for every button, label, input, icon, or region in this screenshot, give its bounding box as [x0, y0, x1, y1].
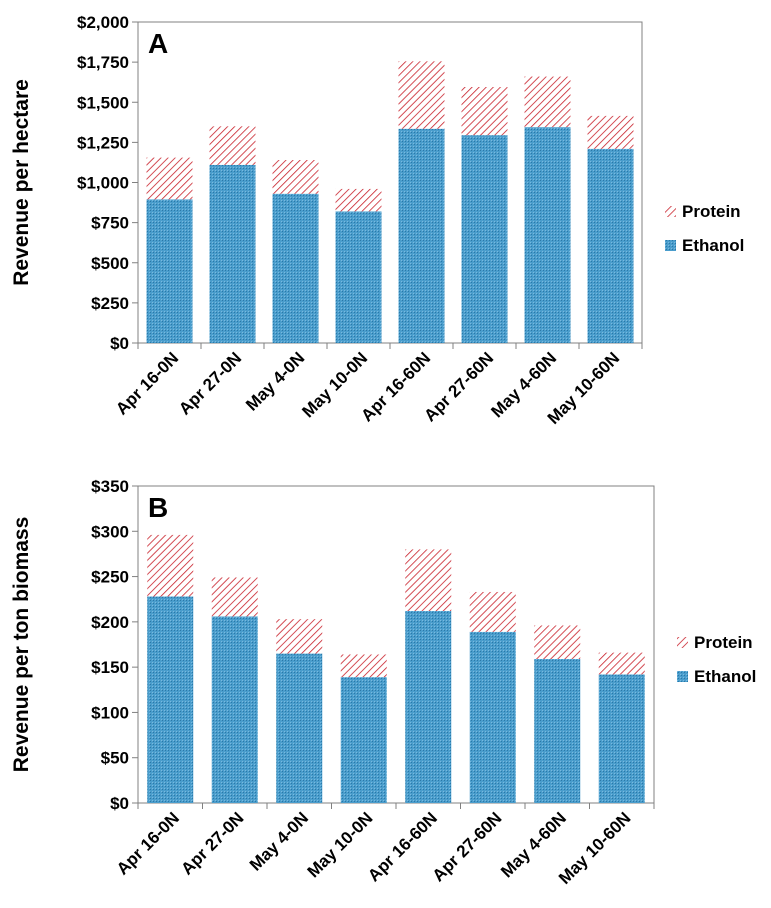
chart-a-y-tick-label: $1,250: [77, 133, 129, 152]
chart-b-legend-label-protein: Protein: [694, 633, 753, 652]
chart-b-bar-ethanol-may-4-60n: [534, 658, 581, 803]
chart-a-bar-ethanol-apr-16-0n: [146, 199, 193, 343]
chart-a-legend-label-protein: Protein: [682, 202, 741, 221]
chart-b-bar-ethanol-may-10-0n: [340, 677, 387, 803]
chart-b-x-tick-label: Apr 27-60N: [429, 808, 506, 885]
chart-a-x-tick-label: Apr 27-0N: [175, 348, 245, 418]
chart-a-x-tick-label: Apr 16-0N: [112, 348, 182, 418]
chart-b-bar-protein-apr-27-0n: [211, 577, 258, 617]
chart-a-bar-ethanol-apr-27-60n: [461, 135, 508, 343]
chart-b-bar-protein-may-4-60n: [534, 625, 581, 659]
chart-b-y-tick-label: $150: [91, 658, 129, 677]
chart-b-bar-protein-apr-16-0n: [147, 534, 194, 597]
chart-b-bar-ethanol-apr-27-0n: [211, 616, 258, 803]
chart-b-bar-protein-may-10-60n: [598, 652, 645, 675]
chart-a-bar-ethanol-apr-27-0n: [209, 164, 256, 343]
chart-b-bar-ethanol-may-4-0n: [276, 653, 323, 803]
chart-b-bar-protein-may-4-0n: [276, 619, 323, 654]
chart-a-bar-protein-apr-27-60n: [461, 87, 508, 136]
chart-b-bar-protein-may-10-0n: [340, 654, 387, 678]
chart-a-bar-protein-apr-27-0n: [209, 126, 256, 165]
chart-b-legend-label-ethanol: Ethanol: [694, 667, 756, 686]
chart-a-bar-protein-may-10-0n: [335, 188, 382, 212]
chart-a-legend-swatch-protein: [665, 206, 676, 217]
chart-a-bar-ethanol-may-4-60n: [524, 127, 571, 343]
chart-a-y-tick-label: $750: [91, 214, 129, 233]
chart-a-y-tick-label: $1,000: [77, 174, 129, 193]
chart-b-legend-swatch-ethanol: [677, 671, 688, 682]
chart-b-y-tick-label: $100: [91, 703, 129, 722]
chart-a-bar-protein-apr-16-60n: [398, 61, 445, 129]
chart-a-y-tick-label: $2,000: [77, 13, 129, 32]
chart-a-bar-ethanol-may-10-0n: [335, 211, 382, 343]
chart-b-x-tick-label: Apr 16-0N: [113, 808, 183, 878]
chart-a-y-tick-label: $250: [91, 294, 129, 313]
chart-a-y-tick-label: $0: [110, 334, 129, 353]
chart-a: $0 $250 $500 $750 $1,000 $1,250 $1,500 $1,750 $2…: [10, 13, 744, 428]
chart-b-y-tick-label: $350: [91, 477, 129, 496]
chart-a-bar-protein-may-10-60n: [587, 115, 634, 149]
chart-a-bar-ethanol-may-10-60n: [587, 148, 634, 343]
chart-b-y-tick-label: $50: [101, 749, 129, 768]
chart-a-bar-ethanol-apr-16-60n: [398, 128, 445, 343]
chart-b-legend-swatch-protein: [677, 637, 688, 648]
chart-b-bar-protein-apr-16-60n: [405, 549, 452, 611]
chart-a-legend-swatch-ethanol: [665, 240, 676, 251]
chart-b-bar-protein-apr-27-60n: [469, 591, 516, 632]
chart-b-bar-ethanol-apr-16-60n: [405, 610, 452, 803]
chart-b-x-tick-label: May 4-0N: [246, 808, 312, 874]
chart-a-x-tick-label: May 4-0N: [242, 348, 308, 414]
chart-a-bar-protein-may-4-60n: [524, 76, 571, 128]
chart-b-y-tick-label: $200: [91, 613, 129, 632]
chart-a-bar-ethanol-may-4-0n: [272, 193, 319, 343]
chart-b-panel-label: B: [148, 492, 168, 523]
chart-b-legend: Protein Ethanol: [677, 633, 756, 686]
chart-b-bar-ethanol-apr-16-0n: [147, 596, 194, 803]
chart-b-bar-ethanol-apr-27-60n: [469, 631, 516, 803]
chart-b-x-tick-label: Apr 27-0N: [177, 808, 247, 878]
chart-b-bar-ethanol-may-10-60n: [598, 674, 645, 803]
chart-b-y-tick-label: $300: [91, 522, 129, 541]
chart-a-legend: Protein Ethanol: [665, 202, 744, 255]
chart-a-y-tick-label: $1,500: [77, 93, 129, 112]
chart-a-y-tick-label: $500: [91, 254, 129, 273]
chart-b-y-tick-label: $0: [110, 794, 129, 813]
chart-a-legend-label-ethanol: Ethanol: [682, 236, 744, 255]
chart-a-y-tick-label: $1,750: [77, 53, 129, 72]
chart-a-bar-protein-apr-16-0n: [146, 157, 193, 200]
chart-b-y-axis-label: Revenue per ton biomass: [10, 517, 33, 773]
chart-a-y-axis-label: Revenue per hectare: [10, 79, 33, 286]
chart-a-panel-label: A: [148, 28, 168, 59]
chart-a-bar-protein-may-4-0n: [272, 160, 319, 194]
chart-b-y-tick-label: $250: [91, 568, 129, 587]
